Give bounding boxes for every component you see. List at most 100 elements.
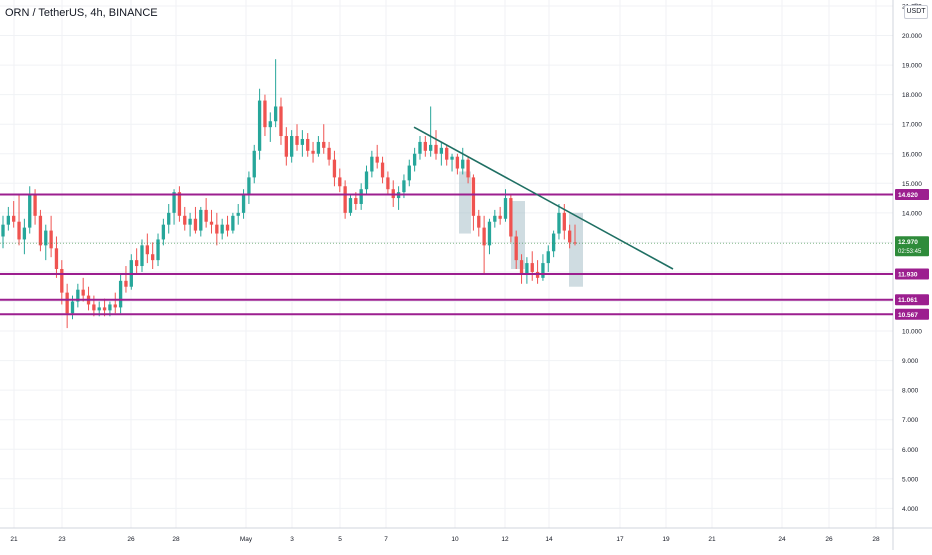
candle-body: [279, 106, 283, 137]
candle-body: [498, 215, 502, 219]
candle-body: [225, 224, 230, 231]
candle-body: [102, 307, 107, 311]
candle-body: [65, 292, 69, 314]
candle-body: [364, 171, 369, 190]
candle-body: [375, 156, 379, 163]
candle-body: [199, 209, 203, 231]
x-tick-label: 19: [662, 536, 670, 543]
candle-body: [562, 212, 566, 231]
candle-body: [551, 233, 556, 252]
y-tick-label: 4.000: [902, 506, 919, 513]
candle-body: [439, 147, 444, 154]
candle-body: [338, 177, 342, 187]
candle-body: [503, 198, 508, 219]
x-tick-label: 17: [616, 536, 624, 543]
y-tick-label: 15.000: [902, 181, 922, 188]
candle-body: [402, 180, 406, 193]
candle-body: [204, 209, 208, 222]
candle-body: [92, 304, 96, 311]
level-price-label: 10.567: [898, 312, 918, 319]
x-tick-label: 5: [338, 536, 342, 543]
candle-body: [247, 177, 251, 196]
candle-body: [493, 215, 497, 222]
y-tick-label: 7.000: [902, 417, 919, 424]
candle-body: [311, 150, 315, 154]
candle-body: [183, 215, 187, 225]
candle-body: [54, 248, 59, 269]
candle-body: [386, 177, 390, 190]
candle-body: [33, 195, 37, 216]
candle-body: [567, 230, 572, 243]
candle-body: [348, 198, 353, 213]
current-price-tag: [895, 236, 929, 257]
level-price-tag: [895, 268, 929, 280]
candle-body: [215, 224, 219, 234]
y-tick-label: 16.000: [902, 151, 922, 158]
candle-body: [44, 230, 48, 246]
trendline[interactable]: [413, 126, 674, 270]
x-tick-label: 10: [451, 536, 459, 543]
y-tick-label: 17.000: [902, 122, 922, 129]
level-price-label: 11.930: [898, 272, 918, 279]
candle-body: [412, 153, 417, 166]
candle-body: [284, 136, 288, 157]
candle-body: [263, 100, 267, 128]
current-price-label: 12.970: [898, 239, 918, 246]
candle-body: [514, 236, 518, 261]
candle-body: [306, 138, 310, 151]
candle-body: [193, 218, 198, 231]
candle-body: [1, 224, 5, 237]
candle-body: [236, 212, 240, 216]
y-tick-label: 5.000: [902, 476, 919, 483]
y-tick-label: 19.000: [902, 63, 922, 70]
candle-body: [60, 268, 64, 293]
candle-body: [530, 263, 534, 272]
currency-button[interactable]: USDT: [904, 5, 928, 19]
candle-body: [295, 136, 299, 145]
candle-body: [466, 159, 470, 178]
candle-body: [477, 215, 481, 228]
x-tick-label: 28: [172, 536, 180, 543]
candle-body: [343, 186, 347, 213]
candle-body: [354, 198, 358, 204]
candle-body: [519, 260, 524, 275]
candle-body: [327, 147, 331, 160]
candle-body: [167, 212, 171, 225]
candle-body: [300, 138, 305, 145]
candle-body: [145, 245, 149, 255]
highlight-zone: [459, 171, 471, 234]
candle-body: [450, 156, 454, 160]
candle-body: [525, 263, 529, 275]
candle-body: [70, 301, 75, 314]
candle-body: [273, 106, 278, 122]
candle-body: [118, 280, 123, 308]
x-tick-label: 26: [825, 536, 833, 543]
y-tick-label: 10.000: [902, 329, 922, 336]
highlight-zone: [569, 212, 583, 287]
candle-body: [557, 212, 561, 234]
highlight-zone: [511, 201, 525, 269]
candle-body: [429, 144, 433, 151]
y-tick-label: 6.000: [902, 447, 919, 454]
candle-body: [28, 195, 32, 228]
candle-body: [113, 304, 117, 308]
candle-body: [156, 239, 160, 261]
candle-body: [423, 141, 427, 151]
candle-body: [290, 136, 294, 157]
candle-body: [370, 156, 374, 172]
candle-body: [6, 215, 11, 225]
candle-body: [509, 198, 513, 237]
candle-body: [134, 260, 139, 267]
y-tick-label: 9.000: [902, 358, 919, 365]
x-tick-label: 3: [290, 536, 294, 543]
candle-body: [81, 289, 85, 296]
candle-body: [151, 254, 155, 261]
candle-body: [434, 144, 438, 154]
candle-body: [268, 121, 272, 128]
level-price-label: 14.620: [898, 192, 918, 199]
x-tick-label: 21: [10, 536, 18, 543]
candle-body: [322, 141, 326, 148]
candle-body: [546, 251, 550, 264]
